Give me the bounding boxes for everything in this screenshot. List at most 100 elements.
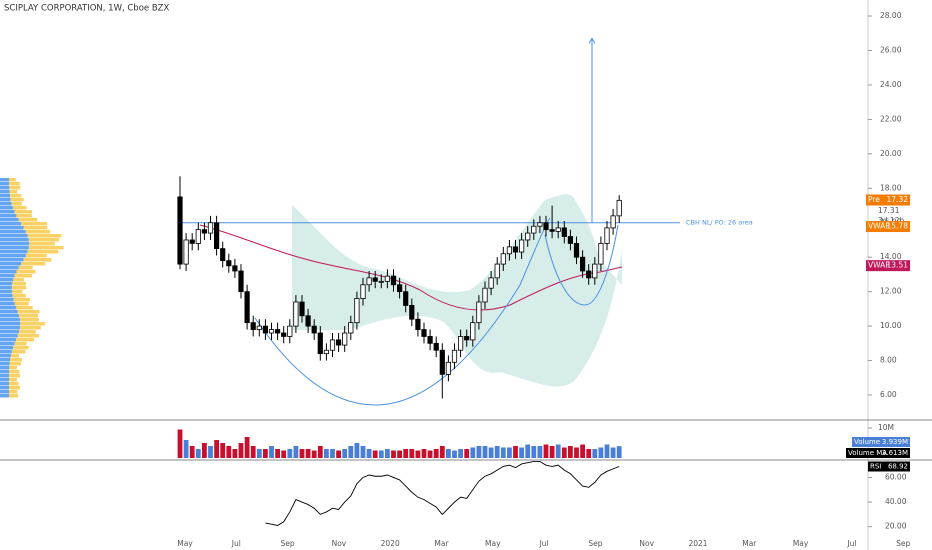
profile-bar xyxy=(13,346,29,350)
y-tick-label: 26.00 xyxy=(880,45,902,54)
volume-bar xyxy=(494,446,500,458)
candle-body xyxy=(305,315,311,327)
chart-title: SCIPLAY CORPORATION, 1W, Cboe BZX xyxy=(4,4,169,14)
candle-body xyxy=(421,329,427,337)
arrow-head xyxy=(588,37,596,44)
y-tick-label: 40.00 xyxy=(885,497,907,506)
price-tag-text: 17.32 xyxy=(887,195,909,204)
candle-body xyxy=(549,229,555,232)
profile-bar xyxy=(0,366,10,370)
volume-bar xyxy=(372,450,378,458)
candle-body xyxy=(396,284,403,293)
x-tick-label: Jul xyxy=(846,539,856,548)
volume-bar xyxy=(269,446,274,458)
volume-bar xyxy=(397,450,402,458)
value-tag xyxy=(852,437,910,447)
profile-bar xyxy=(0,210,15,214)
profile-bar xyxy=(19,330,36,334)
profile-bar xyxy=(10,354,19,358)
volume-bar xyxy=(238,443,244,458)
volume-bar xyxy=(177,429,183,458)
profile-bar xyxy=(0,378,10,382)
candle-body xyxy=(506,246,513,255)
candle-body xyxy=(470,322,476,341)
volume-bar xyxy=(543,444,549,458)
profile-bar xyxy=(0,222,22,226)
volume-bar xyxy=(586,449,592,458)
candle-body xyxy=(317,332,323,355)
profile-bar xyxy=(0,338,17,342)
profile-bar xyxy=(9,390,18,394)
volume-bar xyxy=(446,449,451,458)
volume-bar xyxy=(354,443,360,458)
volume-bar xyxy=(488,447,494,458)
profile-bar xyxy=(0,390,10,394)
profile-bar xyxy=(0,290,12,294)
profile-bar xyxy=(9,366,17,370)
candle-body xyxy=(378,280,384,283)
volume-bar xyxy=(482,446,488,458)
profile-bar xyxy=(14,342,27,346)
y-tick-label: 18.00 xyxy=(880,183,902,192)
candle-body xyxy=(335,339,342,346)
profile-bar xyxy=(0,310,18,314)
profile-bar xyxy=(0,246,29,250)
volume-bar xyxy=(378,450,384,458)
volume-bar xyxy=(470,447,476,458)
candle-body xyxy=(232,265,238,272)
profile-bar xyxy=(0,330,20,334)
y-tick-label: 28.00 xyxy=(880,11,902,20)
volume-bar xyxy=(549,446,555,458)
profile-bar xyxy=(21,262,46,266)
candle-body xyxy=(244,291,250,324)
volume-bar xyxy=(476,446,482,458)
profile-bar xyxy=(21,222,48,226)
candle-body xyxy=(537,222,543,227)
candle-body xyxy=(213,222,220,249)
candle-body xyxy=(598,243,604,265)
volume-bar xyxy=(385,449,390,458)
candle-body xyxy=(616,199,622,217)
profile-bar xyxy=(0,294,13,298)
profile-bar xyxy=(0,202,12,206)
volume-bar xyxy=(525,444,531,458)
volume-bar xyxy=(275,449,280,458)
profile-bar xyxy=(0,214,17,218)
profile-bar xyxy=(0,206,13,210)
x-tick-label: May xyxy=(485,539,501,548)
profile-bar xyxy=(14,274,32,278)
price-tag xyxy=(866,221,910,233)
volume-bar xyxy=(342,449,348,458)
price-tag xyxy=(866,260,910,272)
profile-bar xyxy=(11,202,22,206)
candle-body xyxy=(268,329,275,334)
candle-body xyxy=(281,332,287,337)
candle-body xyxy=(531,225,537,234)
volume-bar xyxy=(604,444,610,458)
price-tag-text: VWAP xyxy=(868,222,890,231)
profile-bar xyxy=(0,266,19,270)
profile-bar xyxy=(18,218,38,222)
profile-bar xyxy=(11,286,27,290)
profile-bar xyxy=(0,186,10,190)
profile-bar xyxy=(0,198,11,202)
volume-bar xyxy=(305,449,311,458)
candle-body xyxy=(372,277,378,282)
profile-bar xyxy=(25,230,51,234)
profile-bar xyxy=(9,190,18,194)
profile-bar xyxy=(9,362,22,366)
profile-bar xyxy=(25,254,47,258)
profile-bar xyxy=(0,182,10,186)
volume-bar xyxy=(616,446,622,458)
candle-body xyxy=(439,349,445,375)
volume-bar xyxy=(433,449,439,458)
profile-bar xyxy=(16,214,32,218)
x-tick-label: Sep xyxy=(896,539,910,548)
value-tag xyxy=(868,461,910,472)
x-tick-label: Nov xyxy=(639,539,654,548)
profile-bar xyxy=(20,322,45,326)
candle-body xyxy=(384,275,391,282)
candle-body xyxy=(451,349,458,363)
profile-bar xyxy=(10,198,24,202)
x-tick-label: Jul xyxy=(231,539,241,548)
